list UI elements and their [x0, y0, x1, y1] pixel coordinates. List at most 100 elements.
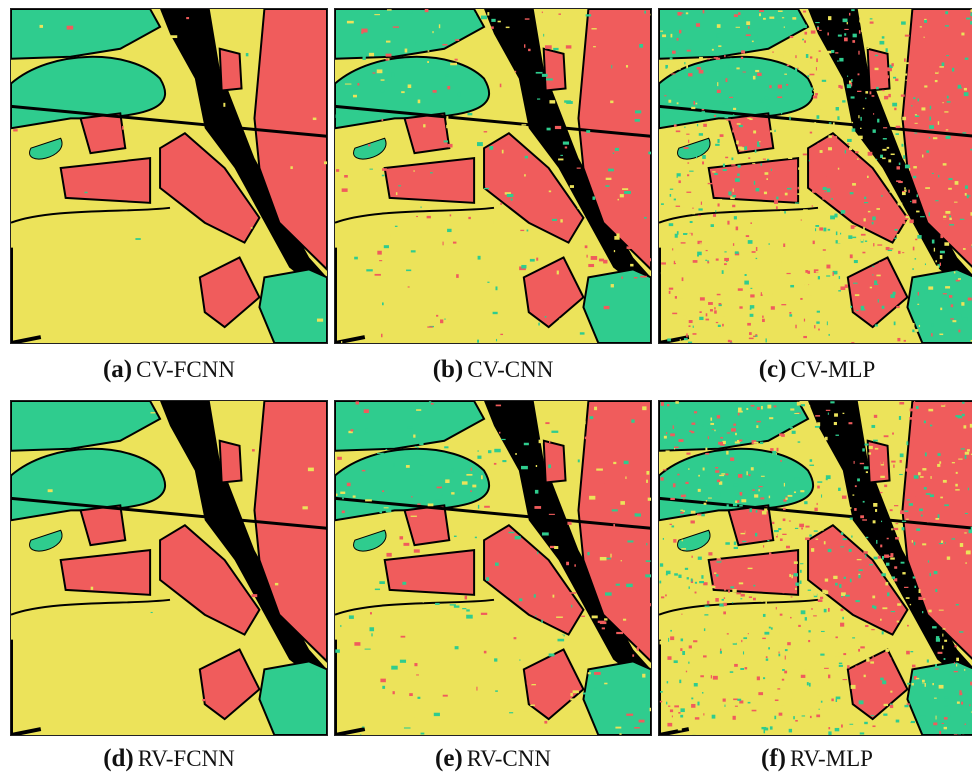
noise-speckle: [722, 599, 724, 601]
noise-speckle: [803, 666, 808, 670]
noise-speckle: [946, 581, 951, 583]
noise-speckle: [372, 72, 375, 73]
noise-speckle: [611, 65, 612, 68]
noise-speckle: [844, 29, 848, 30]
noise-speckle: [766, 461, 767, 464]
noise-speckle: [777, 96, 782, 97]
noise-speckle: [828, 229, 830, 231]
noise-speckle: [708, 552, 712, 555]
noise-speckle: [831, 699, 833, 702]
noise-speckle: [580, 316, 581, 319]
noise-speckle: [495, 636, 497, 638]
noise-speckle: [745, 337, 747, 341]
noise-speckle: [962, 414, 965, 416]
noise-speckle: [604, 306, 610, 309]
noise-speckle: [764, 130, 768, 131]
noise-speckle: [135, 238, 140, 240]
noise-speckle: [677, 38, 679, 41]
noise-speckle: [499, 432, 500, 434]
noise-speckle: [960, 410, 962, 411]
noise-speckle: [894, 48, 898, 50]
noise-speckle: [544, 721, 547, 724]
noise-speckle: [947, 556, 950, 559]
noise-speckle: [664, 95, 666, 96]
noise-speckle: [762, 319, 765, 322]
noise-speckle: [627, 246, 634, 249]
noise-speckle: [867, 48, 869, 49]
noise-speckle: [756, 247, 757, 251]
noise-speckle: [919, 509, 923, 512]
noise-speckle: [751, 467, 754, 470]
noise-speckle: [500, 84, 502, 88]
noise-speckle: [619, 528, 621, 531]
noise-speckle: [843, 538, 847, 540]
panel-a-map: [10, 8, 328, 344]
noise-speckle: [836, 498, 839, 501]
noise-speckle: [815, 228, 816, 231]
noise-speckle: [416, 409, 421, 411]
noise-speckle: [794, 491, 796, 493]
noise-speckle: [702, 425, 704, 426]
noise-speckle: [495, 690, 498, 691]
noise-speckle: [434, 452, 439, 454]
noise-speckle: [560, 155, 563, 156]
noise-speckle: [882, 306, 885, 309]
noise-speckle: [457, 312, 462, 316]
noise-speckle: [706, 431, 710, 432]
noise-speckle: [570, 257, 572, 258]
noise-speckle: [850, 579, 852, 582]
noise-speckle: [357, 83, 359, 85]
noise-speckle: [680, 510, 683, 511]
noise-speckle: [670, 430, 673, 432]
noise-speckle: [864, 722, 868, 724]
noise-speckle: [412, 278, 414, 280]
noise-speckle: [752, 710, 757, 712]
noise-speckle: [820, 342, 822, 343]
noise-speckle: [702, 161, 704, 164]
noise-speckle: [434, 713, 440, 716]
noise-speckle: [437, 487, 442, 489]
noise-speckle: [687, 174, 689, 176]
noise-speckle: [662, 114, 664, 118]
noise-speckle: [714, 572, 716, 573]
noise-speckle: [687, 50, 691, 52]
noise-speckle: [723, 169, 727, 171]
noise-speckle: [574, 564, 575, 566]
noise-speckle: [939, 543, 943, 544]
noise-speckle: [446, 125, 453, 128]
noise-speckle: [536, 465, 537, 467]
noise-speckle: [694, 683, 698, 686]
noise-speckle: [696, 23, 700, 27]
noise-speckle: [828, 16, 831, 20]
noise-speckle: [555, 126, 561, 129]
noise-speckle: [246, 53, 249, 56]
noise-speckle: [963, 425, 966, 428]
caption-d-tag: (d): [103, 745, 134, 772]
noise-speckle: [946, 56, 949, 58]
noise-speckle: [686, 12, 688, 14]
noise-speckle: [848, 588, 850, 591]
noise-speckle: [847, 143, 849, 144]
noise-speckle: [827, 188, 831, 192]
noise-speckle: [383, 211, 387, 212]
noise-speckle: [766, 43, 769, 44]
noise-speckle: [858, 51, 859, 55]
noise-speckle: [965, 452, 969, 455]
noise-speckle: [846, 648, 850, 652]
noise-speckle: [715, 286, 716, 288]
noise-speckle: [748, 633, 749, 634]
noise-speckle: [836, 107, 839, 110]
noise-speckle: [892, 433, 894, 435]
noise-speckle: [817, 422, 820, 426]
noise-speckle: [822, 732, 827, 735]
noise-speckle: [776, 134, 779, 135]
noise-speckle: [578, 459, 580, 462]
noise-speckle: [764, 508, 767, 511]
noise-speckle: [393, 419, 400, 421]
noise-speckle: [423, 124, 425, 127]
noise-speckle: [842, 642, 845, 643]
noise-speckle: [447, 86, 450, 89]
noise-speckle: [906, 468, 910, 471]
noise-speckle: [807, 75, 809, 77]
noise-speckle: [849, 422, 853, 424]
